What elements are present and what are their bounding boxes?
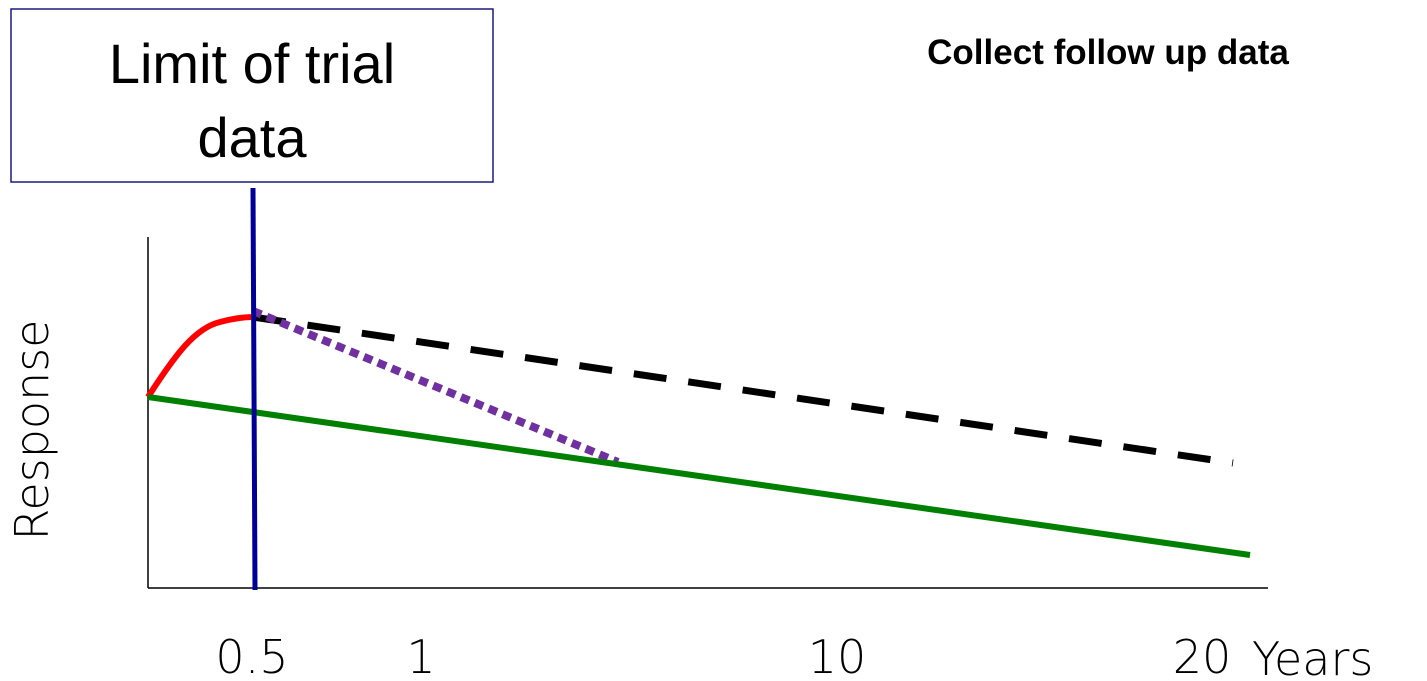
- callout-line-2: data: [198, 106, 308, 169]
- x-tick-label-3: 20: [1173, 630, 1232, 681]
- callout-box: [10, 8, 494, 183]
- trial-limit-line: [250, 187, 258, 591]
- x-tick-label-2: 10: [808, 630, 867, 681]
- series-black-dashed-extrapolation: [252, 313, 1234, 467]
- series-green-baseline: [147, 394, 1251, 558]
- x-axis-title: Years: [1252, 632, 1373, 681]
- x-tick-label-0: 0.5: [215, 630, 288, 681]
- series-red-initial-response: [145, 314, 254, 399]
- x-tick-label-1: 1: [406, 630, 435, 681]
- callout-line-1: Limit of trial: [109, 32, 395, 95]
- y-axis-title: Response: [5, 320, 59, 541]
- annotation-text: Collect follow up data: [927, 33, 1289, 72]
- series-purple-dotted-decline: [251, 307, 620, 466]
